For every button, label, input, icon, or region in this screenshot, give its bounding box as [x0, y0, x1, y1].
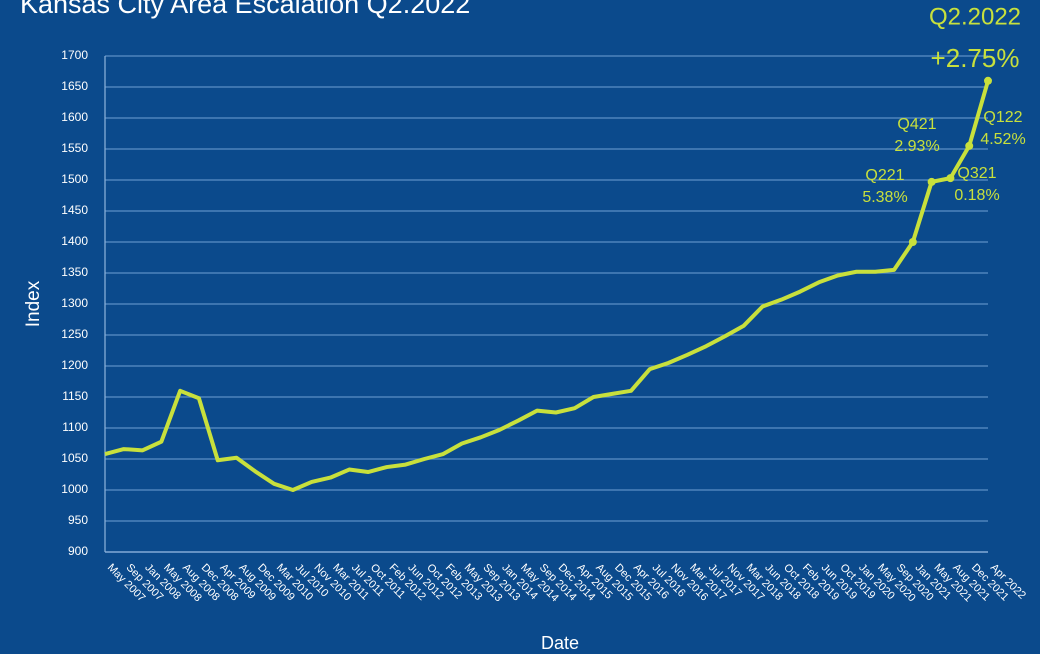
y-tick-label: 1650 — [61, 79, 88, 93]
annotation: 4.52% — [980, 131, 1025, 148]
annotation: 2.93% — [894, 138, 939, 155]
annotation: 0.18% — [954, 187, 999, 204]
y-tick-label: 1400 — [61, 234, 88, 248]
y-tick-label: 1600 — [61, 110, 88, 124]
y-tick-label: 1150 — [62, 389, 88, 403]
annotation: 5.38% — [862, 189, 907, 206]
annotation: +2.75% — [931, 43, 1020, 73]
y-tick-label: 1000 — [61, 482, 88, 496]
point — [965, 141, 974, 150]
y-tick-label: 950 — [68, 513, 88, 527]
point — [908, 238, 917, 246]
x-axis-label: Date — [541, 633, 579, 653]
y-axis-label: Index — [23, 280, 44, 327]
y-tick-label: 1100 — [62, 420, 88, 434]
annotation: Q421 — [897, 116, 936, 133]
point — [946, 174, 955, 183]
y-tick-label: 1050 — [61, 451, 88, 465]
y-tick-label: 1500 — [61, 172, 88, 186]
y-tick-label: 1200 — [61, 358, 88, 372]
annotation: Q321 — [957, 165, 996, 182]
series-line — [104, 80, 990, 492]
chart-title: Kansas City Area Escalation Q2.2022 — [20, 0, 470, 19]
point — [927, 177, 936, 186]
y-tick-label: 1350 — [61, 265, 88, 279]
annotation: Q221 — [865, 167, 904, 184]
y-tick-label: 1450 — [61, 203, 88, 217]
y-tick-label: 900 — [68, 544, 88, 558]
y-tick-label: 1700 — [61, 48, 88, 62]
y-tick-label: 1250 — [61, 327, 88, 341]
y-tick-label: 1300 — [61, 296, 88, 310]
annotation: Q122 — [983, 109, 1022, 126]
annotation: Q2.2022 — [929, 3, 1021, 30]
point — [984, 76, 992, 85]
y-tick-label: 1550 — [61, 141, 88, 155]
